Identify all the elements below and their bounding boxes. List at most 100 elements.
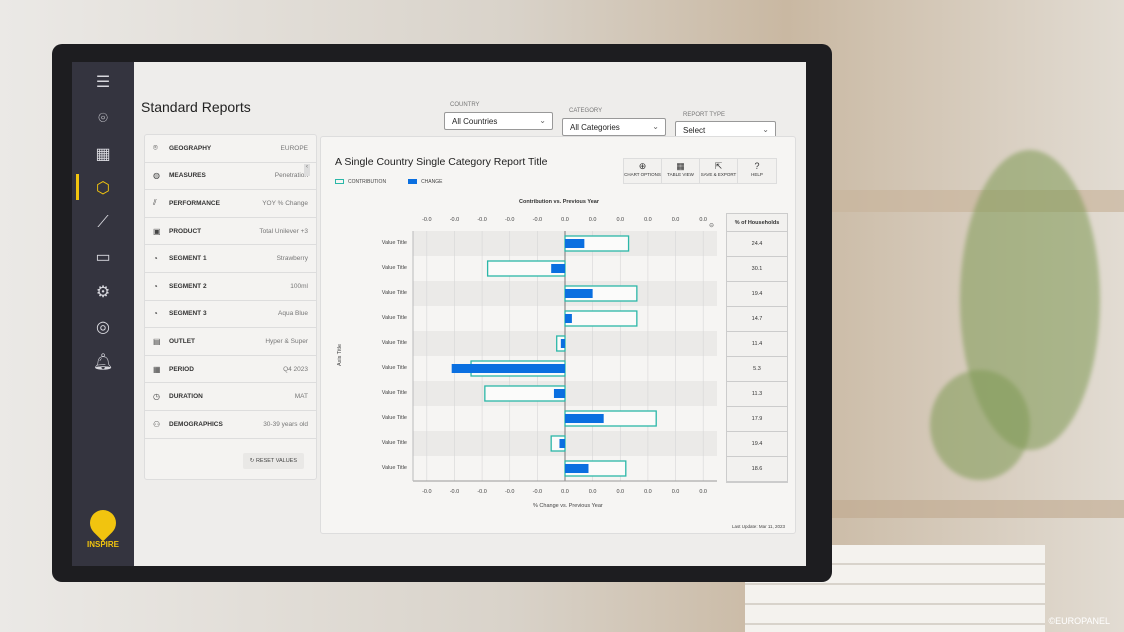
panel-row-period[interactable]: ▦ PERIOD Q4 2023 xyxy=(145,356,316,384)
row-value: Total Unilever +3 xyxy=(259,227,308,235)
save-export-button[interactable]: ⇱ SAVE & EXPORT xyxy=(700,159,738,183)
x-tick-label-top: -0.0 xyxy=(449,217,460,223)
row-value: Q4 2023 xyxy=(283,365,308,373)
x-tick-label-bottom: 0.0 xyxy=(644,489,652,495)
background-plant xyxy=(930,370,1030,480)
x-tick-label-top: 0.0 xyxy=(616,217,625,223)
report-settings-panel: ⌾ GEOGRAPHY EUROPE ◍ MEASURES Penetration ⫽ PER… xyxy=(144,134,317,480)
background-shelf xyxy=(830,500,1124,518)
panel-row-demographics[interactable]: ⚇ DEMOGRAPHICS 30-39 years old xyxy=(145,411,316,439)
table-view-button[interactable]: ▦ TABLE VIEW xyxy=(662,159,700,183)
chart-options-button[interactable]: ⊕ CHART OPTIONS xyxy=(624,159,662,183)
chevron-down-icon: ⌄ xyxy=(652,122,659,131)
y-tick-label: Value Title xyxy=(381,239,407,246)
x-tick-label-top: -0.0 xyxy=(532,217,543,223)
change-bar xyxy=(565,464,589,473)
households-table: % of Households 24.4 30.1 19.4 14.7 11.4 5.3 1… xyxy=(726,213,788,483)
panel-row-duration[interactable]: ◷ DURATION MAT xyxy=(145,383,316,411)
panel-row-segment-3[interactable]: ◔ SEGMENT 3 Aqua Blue xyxy=(145,301,316,329)
row-value: 100ml xyxy=(290,282,308,290)
households-cell: 30.1 xyxy=(727,257,787,282)
x-tick-label-top: -0.0 xyxy=(477,217,487,223)
row-value: 30-39 years old xyxy=(263,420,308,428)
row-label: DEMOGRAPHICS xyxy=(169,420,223,428)
reset-values-button[interactable]: ↻ RESET VALUES xyxy=(242,453,304,469)
segment-icon: ◔ xyxy=(153,309,158,319)
panel-row-measures[interactable]: ◍ MEASURES Penetration xyxy=(145,163,316,191)
row-value: Aqua Blue xyxy=(278,310,308,318)
reset-label: RESET VALUES xyxy=(255,458,297,464)
chart-options-icon: ⊕ xyxy=(638,161,647,171)
panel-row-geography[interactable]: ⌾ GEOGRAPHY EUROPE xyxy=(145,135,316,163)
y-axis-title: Axis Title xyxy=(337,343,344,367)
legend-change: CHANGE xyxy=(408,179,442,185)
panel-row-product[interactable]: ▣ PRODUCT Total Unilever +3 xyxy=(145,218,316,246)
chart-svg: ⊖ xyxy=(412,223,717,482)
bell-icon[interactable]: 🔔︎ xyxy=(92,354,114,371)
change-bar xyxy=(559,439,565,448)
y-tick-label: Value Title xyxy=(381,389,407,396)
change-bar xyxy=(565,239,585,248)
households-cell: 14.7 xyxy=(727,307,787,332)
product-icon: ▣ xyxy=(153,226,161,236)
people-icon: ⚇ xyxy=(153,419,161,429)
row-label: PERIOD xyxy=(169,365,194,373)
households-cell: 19.4 xyxy=(727,432,787,457)
households-cell: 24.4 xyxy=(727,232,787,257)
panel-row-segment-1[interactable]: ◔ SEGMENT 1 Strawberry xyxy=(145,245,316,273)
y-tick-label: Value Title xyxy=(381,314,407,321)
page-title: Standard Reports xyxy=(141,99,251,115)
x-tick-label-top: 0.0 xyxy=(588,217,597,223)
menu-icon[interactable]: ☰ xyxy=(95,74,111,91)
settings-icon[interactable]: ⚙ xyxy=(95,284,111,301)
change-bar xyxy=(553,389,565,398)
help-button[interactable]: ? HELP xyxy=(738,159,776,183)
panel-row-segment-2[interactable]: ◔ SEGMENT 2 100ml xyxy=(145,273,316,301)
row-value: Strawberry xyxy=(276,255,308,263)
chevron-down-icon: ⌄ xyxy=(762,125,769,134)
panel-row-performance[interactable]: ⫽ PERFORMANCE YOY % Change xyxy=(145,190,316,218)
video-icon[interactable]: ▭ xyxy=(95,249,111,266)
chart-title: Contribution vs. Previous Year xyxy=(519,199,599,205)
x-tick-label-top: 0.0 xyxy=(699,217,707,223)
country-label: COUNTRY xyxy=(450,102,480,108)
table-icon: ▦ xyxy=(676,161,685,171)
category-select[interactable]: All Categories ⌄ xyxy=(562,118,666,136)
row-value: Penetration xyxy=(274,172,308,180)
row-label: SEGMENT 1 xyxy=(169,255,207,263)
country-select[interactable]: All Countries ⌄ xyxy=(444,112,553,130)
legend-contribution: CONTRIBUTION xyxy=(335,179,386,185)
trend-icon[interactable]: ⟋ xyxy=(97,214,109,231)
last-update: Last Update: Mar 11, 2023 xyxy=(732,524,785,529)
reports-icon[interactable]: ⬡ xyxy=(96,180,110,197)
x-tick-label-top: 0.0 xyxy=(644,217,652,223)
row-label: GEOGRAPHY xyxy=(169,144,212,152)
collapse-panel-button[interactable]: ‹ xyxy=(304,164,310,176)
clock-icon: ◷ xyxy=(153,392,160,402)
copyright: ©EUROPANEL xyxy=(1048,616,1110,626)
segment-icon: ◔ xyxy=(153,254,158,264)
inspire-logo: INSPIRE xyxy=(84,504,122,549)
store-icon: ▤ xyxy=(153,336,161,346)
x-tick-label-bottom: 0.0 xyxy=(616,489,625,495)
export-icon: ⇱ xyxy=(714,161,723,171)
panel-row-outlet[interactable]: ▤ OUTLET Hyper & Super xyxy=(145,328,316,356)
row-label: PERFORMANCE xyxy=(169,199,220,207)
contribution-bar xyxy=(564,310,638,327)
y-tick-label: Value Title xyxy=(381,339,407,346)
grid-icon[interactable]: ▦ xyxy=(95,146,111,163)
households-cell: 5.3 xyxy=(727,357,787,382)
row-label: SEGMENT 3 xyxy=(169,310,207,318)
report-toolbar: ⊕ CHART OPTIONS ▦ TABLE VIEW ⇱ SAVE & EXPOR… xyxy=(623,158,777,184)
x-tick-label-bottom: -0.0 xyxy=(449,489,460,495)
change-bar xyxy=(565,314,572,323)
user-icon[interactable]: ◎ xyxy=(96,319,110,336)
x-tick-label-top: -0.0 xyxy=(422,217,432,223)
y-tick-label: Value Title xyxy=(381,264,407,271)
location-icon[interactable]: ⌾ xyxy=(98,110,108,127)
report-title: A Single Country Single Category Report … xyxy=(335,156,548,168)
logo-pin-icon xyxy=(84,504,122,542)
x-tick-label-top: 0.0 xyxy=(561,217,569,223)
row-value: MAT xyxy=(294,393,308,401)
bar-chart: ⊖ -0.0 -0.0 -0.0 -0.0 -0.0 -0.0 -0.0 -0.0 -0.0 -0.… xyxy=(321,137,797,535)
